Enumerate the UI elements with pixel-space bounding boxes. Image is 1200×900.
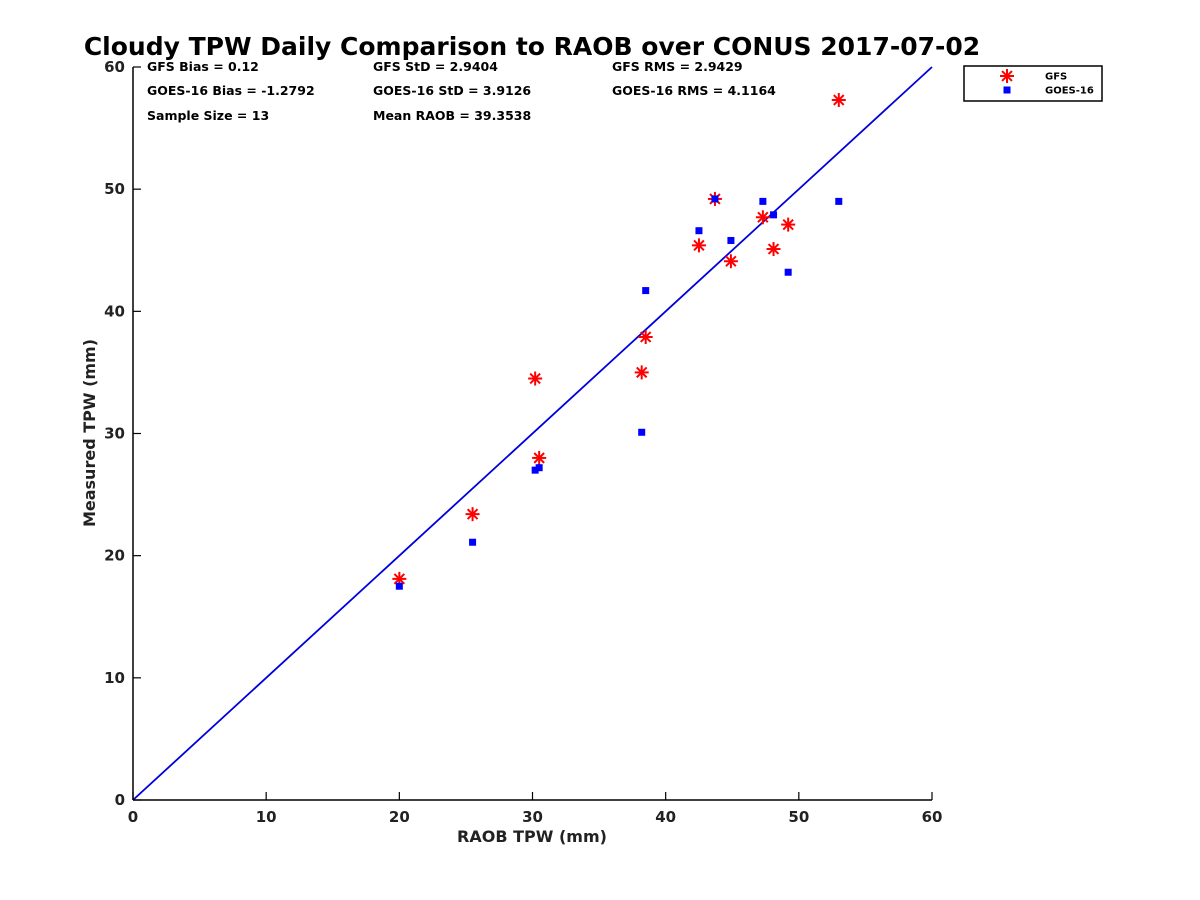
gfs-point [755,210,770,225]
y-tick-label: 20 [104,547,125,565]
x-tick-label: 20 [389,808,410,826]
y-axis-ticks: 0 10 20 30 40 50 60 [104,58,141,809]
legend-label-goes-16: GOES-16 [1045,86,1094,97]
goes-16-point [711,195,719,203]
legend-marker-goes-16 [1003,86,1011,94]
x-tick-label: 10 [256,808,277,826]
x-tick-label: 50 [788,808,809,826]
stat-text: GFS Bias = 0.12 [147,59,259,74]
y-tick-label: 0 [115,791,125,809]
one-to-one-line [132,66,933,801]
goes-16-point [770,211,778,219]
legend-label-gfs: GFS [1045,72,1067,83]
legend-marker-gfs [1000,69,1014,83]
gfs-point [532,450,547,465]
gfs-point [638,329,653,344]
goes-16-point [395,582,403,590]
x-axis-ticks: 0 10 20 30 40 50 60 [128,792,943,826]
gfs-point [465,507,480,522]
chart-title: Cloudy TPW Daily Comparison to RAOB over… [84,32,980,61]
x-tick-label: 30 [522,808,543,826]
gfs-point [723,254,738,269]
y-tick-label: 60 [104,58,125,76]
goes-16-point [784,268,792,276]
x-tick-label: 40 [655,808,676,826]
gfs-point [781,217,796,232]
legend: GFS GOES-16 [963,65,1103,102]
x-axis-label: RAOB TPW (mm) [457,827,607,846]
stat-text: GOES-16 RMS = 4.1164 [612,83,776,98]
goes-16-point [469,538,477,546]
stat-text: Sample Size = 13 [147,108,269,123]
goes-16-point [727,236,735,244]
stat-text: GOES-16 Bias = -1.2792 [147,83,315,98]
y-tick-label: 40 [104,302,125,320]
goes-16-point [535,464,543,472]
reference-line-layer [132,66,933,801]
stat-text: GOES-16 StD = 3.9126 [373,83,531,98]
y-axis-label: Measured TPW (mm) [80,339,99,527]
y-tick-label: 10 [104,669,125,687]
statistics-text: GFS Bias = 0.12 GFS StD = 2.9404 GFS RMS =… [147,59,776,123]
gfs-point [766,242,781,257]
x-tick-label: 0 [128,808,138,826]
gfs-point [831,92,846,107]
x-tick-label: 60 [922,808,943,826]
stat-text: Mean RAOB = 39.3538 [373,108,531,123]
gfs-point [528,371,543,386]
goes-16-point [695,227,703,235]
goes-16-point [638,428,646,436]
stat-text: GFS RMS = 2.9429 [612,59,743,74]
y-tick-label: 30 [104,425,125,443]
goes-16-point [759,197,767,205]
legend-box [963,65,1103,102]
goes-16-point [531,466,539,474]
data-points [392,92,846,590]
stat-text: GFS StD = 2.9404 [373,59,498,74]
gfs-point [691,238,706,253]
goes-16-point [835,197,843,205]
gfs-point [634,365,649,380]
goes-16-point [642,287,650,295]
y-tick-label: 50 [104,180,125,198]
